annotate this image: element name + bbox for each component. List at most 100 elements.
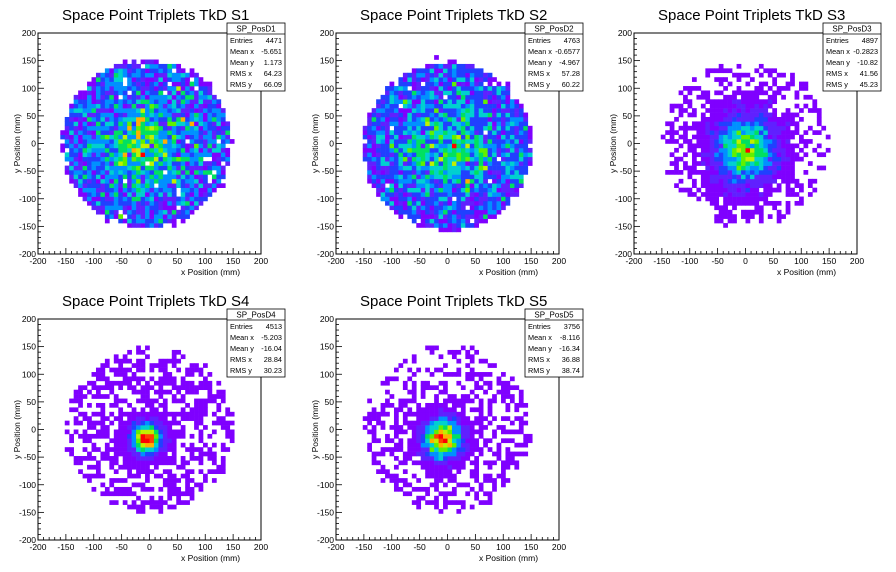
histogram-bin: [380, 170, 386, 175]
histogram-bin: [718, 121, 724, 127]
histogram-bin: [176, 183, 182, 188]
histogram-bin: [429, 407, 435, 413]
histogram-bin: [492, 99, 497, 105]
histogram-bin: [741, 116, 746, 122]
histogram-bin: [385, 94, 390, 100]
histogram-bin: [171, 108, 177, 113]
histogram-bin: [754, 165, 760, 171]
histogram-bin: [100, 116, 106, 122]
histogram-bin: [380, 174, 386, 180]
histogram-bin: [425, 103, 430, 109]
histogram-bin: [483, 218, 488, 224]
histogram-bin: [487, 81, 493, 87]
histogram-bin: [194, 143, 199, 149]
histogram-bin: [723, 86, 728, 91]
histogram-bin: [158, 108, 164, 113]
histogram-bin: [385, 389, 390, 395]
stats-row-label: Mean x: [230, 47, 254, 56]
histogram-bin: [709, 187, 715, 193]
histogram-bin: [149, 205, 155, 211]
x-tick-label: -200: [327, 542, 344, 552]
histogram-bin: [420, 389, 426, 395]
histogram-bin: [505, 99, 511, 105]
histogram-bin: [198, 161, 204, 166]
histogram-bin: [162, 200, 168, 206]
histogram-bin: [425, 205, 430, 211]
histogram-bin: [691, 156, 697, 162]
histogram-bin: [203, 152, 208, 158]
histogram-bin: [167, 429, 173, 435]
histogram-bin: [411, 192, 417, 197]
histogram-bin: [487, 205, 493, 211]
histogram-bin: [465, 209, 471, 215]
histogram-bin: [700, 94, 706, 100]
histogram-bin: [443, 205, 448, 211]
histogram-bin: [492, 170, 497, 175]
histogram-bin: [700, 143, 706, 149]
histogram-bin: [216, 407, 222, 413]
histogram-bin: [514, 187, 520, 193]
histogram-bin: [772, 170, 778, 175]
histogram-bin: [82, 108, 88, 113]
histogram-bin: [434, 407, 439, 413]
histogram-bin: [678, 156, 684, 162]
histogram-bin: [474, 134, 480, 140]
histogram-bin: [429, 411, 435, 417]
histogram-bin: [465, 376, 471, 382]
histogram-bin: [131, 143, 137, 149]
histogram-bin: [91, 94, 97, 100]
histogram-bin: [73, 183, 79, 188]
histogram-bin: [131, 416, 137, 421]
histogram-bin: [145, 411, 150, 417]
histogram-bin: [140, 456, 146, 461]
histogram-bin: [509, 143, 515, 149]
x-axis-label: x Position (mm): [479, 267, 538, 277]
histogram-bin: [145, 398, 150, 404]
histogram-bin: [483, 178, 488, 184]
histogram-bin: [758, 161, 764, 166]
histogram-bin: [149, 460, 155, 466]
histogram-bin: [82, 192, 88, 197]
histogram-bin: [95, 77, 101, 82]
histogram-bin: [131, 152, 137, 158]
histogram-bin: [674, 130, 679, 135]
histogram-bin: [145, 183, 150, 188]
histogram-bin: [425, 116, 430, 122]
histogram-bin: [767, 121, 773, 127]
histogram-bin: [167, 108, 173, 113]
histogram-bin: [180, 143, 186, 149]
histogram-bin: [478, 90, 484, 96]
histogram-bin: [451, 460, 457, 466]
histogram-bin: [104, 86, 110, 91]
histogram-bin: [362, 152, 368, 158]
histogram-bin: [460, 108, 466, 113]
histogram-bin: [794, 200, 800, 206]
histogram-bin: [145, 121, 150, 127]
stats-row-label: Mean x: [230, 333, 254, 342]
histogram-bin: [136, 125, 141, 131]
histogram-bin: [95, 205, 101, 211]
histogram-bin: [799, 147, 804, 153]
histogram-bin: [790, 72, 795, 78]
histogram-bin: [514, 385, 520, 391]
histogram-bin: [380, 178, 386, 184]
histogram-bin: [145, 152, 150, 158]
histogram-bin: [385, 161, 390, 166]
histogram-bin: [683, 161, 688, 166]
histogram-bin: [465, 139, 471, 144]
histogram-bin: [496, 147, 502, 153]
histogram-bin: [78, 152, 83, 158]
histogram-bin: [727, 99, 733, 105]
histogram-bin: [451, 125, 457, 131]
histogram-bin: [447, 407, 453, 413]
histogram-bin: [91, 394, 97, 399]
histogram-bin: [207, 161, 213, 166]
histogram-bin: [225, 125, 231, 131]
histogram-bin: [131, 460, 137, 466]
histogram-bin: [687, 170, 693, 175]
histogram-bin: [194, 416, 199, 421]
histogram-bin: [203, 103, 208, 109]
histogram-bin: [799, 139, 804, 144]
histogram-bin: [389, 112, 395, 118]
histogram-bin: [113, 116, 119, 122]
